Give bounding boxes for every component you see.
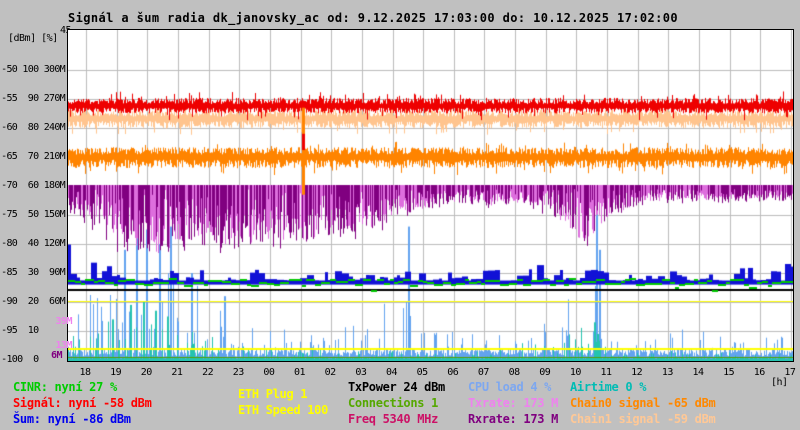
y-axis-corner-label: 45 <box>60 25 72 36</box>
x-axis-hour-label: 08 <box>508 367 521 378</box>
x-axis-hour-label: 10 <box>569 367 582 378</box>
y-axis-row: -90 20 60M <box>1 296 66 307</box>
legend-item: Šum: nyní -86 dBm <box>13 412 131 426</box>
legend-column: ETH Plug 1 ETH Speed 100 <box>238 386 328 418</box>
legend-item: Signál: nyní -58 dBm <box>13 396 152 410</box>
legend-item: Airtime 0 % <box>570 380 647 394</box>
x-axis-hour-label: 00 <box>263 367 275 378</box>
x-axis-hour-label: 22 <box>202 367 214 378</box>
legend-column: CPU load 4 % Txrate: 173 M Rxrate: 173 M <box>468 379 558 427</box>
x-axis-hour-label: 20 <box>140 367 153 378</box>
x-axis-hour-label: 11 <box>600 367 613 378</box>
legend-item: TxPower 24 dBm <box>348 380 445 394</box>
legend-column: TxPower 24 dBm Connections 1 Freq 5340 MHz <box>348 379 445 427</box>
x-axis-hour-label: 17 <box>784 367 796 378</box>
x-axis-hour-label: 19 <box>110 367 122 378</box>
legend-item: ETH Speed 100 <box>238 403 329 417</box>
y-axis-row: -85 30 90M <box>1 267 66 278</box>
x-axis-hour-label: 18 <box>79 367 91 378</box>
legend-item: Freq 5340 MHz <box>348 412 439 426</box>
legend-item: Chain1 signal -59 dBm <box>570 412 716 426</box>
y-axis-row: -55 90 270M <box>1 93 66 104</box>
y-axis-row: -75 50 150M <box>1 209 66 220</box>
y-axis-row: -80 40 120M <box>1 238 66 249</box>
legend-item: CPU load 4 % <box>468 380 552 394</box>
y-axis-rate-label: 6M <box>50 350 63 361</box>
x-axis-hour-label: 05 <box>416 367 429 378</box>
legend-item: Rxrate: 173 M <box>468 412 559 426</box>
x-axis-hour-label: 21 <box>171 367 183 378</box>
y-axis-row: -100 0 <box>1 354 65 365</box>
plot-area <box>67 29 794 362</box>
x-axis-hour-label: 14 <box>692 367 704 378</box>
y-axis-row: -60 80 240M <box>1 122 66 133</box>
x-axis-hour-label: 16 <box>753 367 766 378</box>
y-axis-row: -65 70 210M <box>1 151 66 162</box>
legend-item: CINR: nyní 27 % <box>13 380 117 394</box>
x-axis-hour-label: 13 <box>661 367 674 378</box>
y-axis-rate-label: 39M <box>55 316 72 327</box>
x-axis-hour-label: 01 <box>294 367 306 378</box>
y-axis-unit-label: [dBm] [%] <box>8 33 58 44</box>
legend-item: ETH Plug 1 <box>238 387 308 401</box>
x-axis-hour-label: 04 <box>385 367 398 378</box>
y-axis-row: -70 60 180M <box>1 180 66 191</box>
y-axis-row: -50 100 300M <box>1 64 66 75</box>
x-axis-hour-label: 15 <box>723 367 735 378</box>
y-axis-rate-label: 13M <box>55 340 72 351</box>
y-axis-row: -95 10 <box>1 325 65 336</box>
legend-item: Connections 1 <box>348 396 439 410</box>
x-axis-hour-label: 03 <box>355 367 367 378</box>
legend-column: CINR: nyní 27 % Signál: nyní -58 dBm Šum: … <box>13 379 152 427</box>
x-axis-hour-label: 02 <box>324 367 337 378</box>
x-axis-hour-label: 12 <box>631 367 643 378</box>
graph-title: Signál a šum radia dk_janovsky_ac od: 9.… <box>68 11 678 25</box>
legend-item: Txrate: 173 M <box>468 396 559 410</box>
chart-canvas <box>68 30 793 361</box>
x-axis-hour-label: 06 <box>447 367 459 378</box>
x-axis-hour-label: 09 <box>539 367 551 378</box>
x-axis-hour-label: 07 <box>477 367 490 378</box>
legend-column: Airtime 0 % Chain0 signal -65 dBm Chain1 s… <box>570 379 716 427</box>
x-axis-hour-label: 23 <box>232 367 245 378</box>
legend-item: Chain0 signal -65 dBm <box>570 396 716 410</box>
x-axis-unit-label: [h] <box>771 377 788 388</box>
